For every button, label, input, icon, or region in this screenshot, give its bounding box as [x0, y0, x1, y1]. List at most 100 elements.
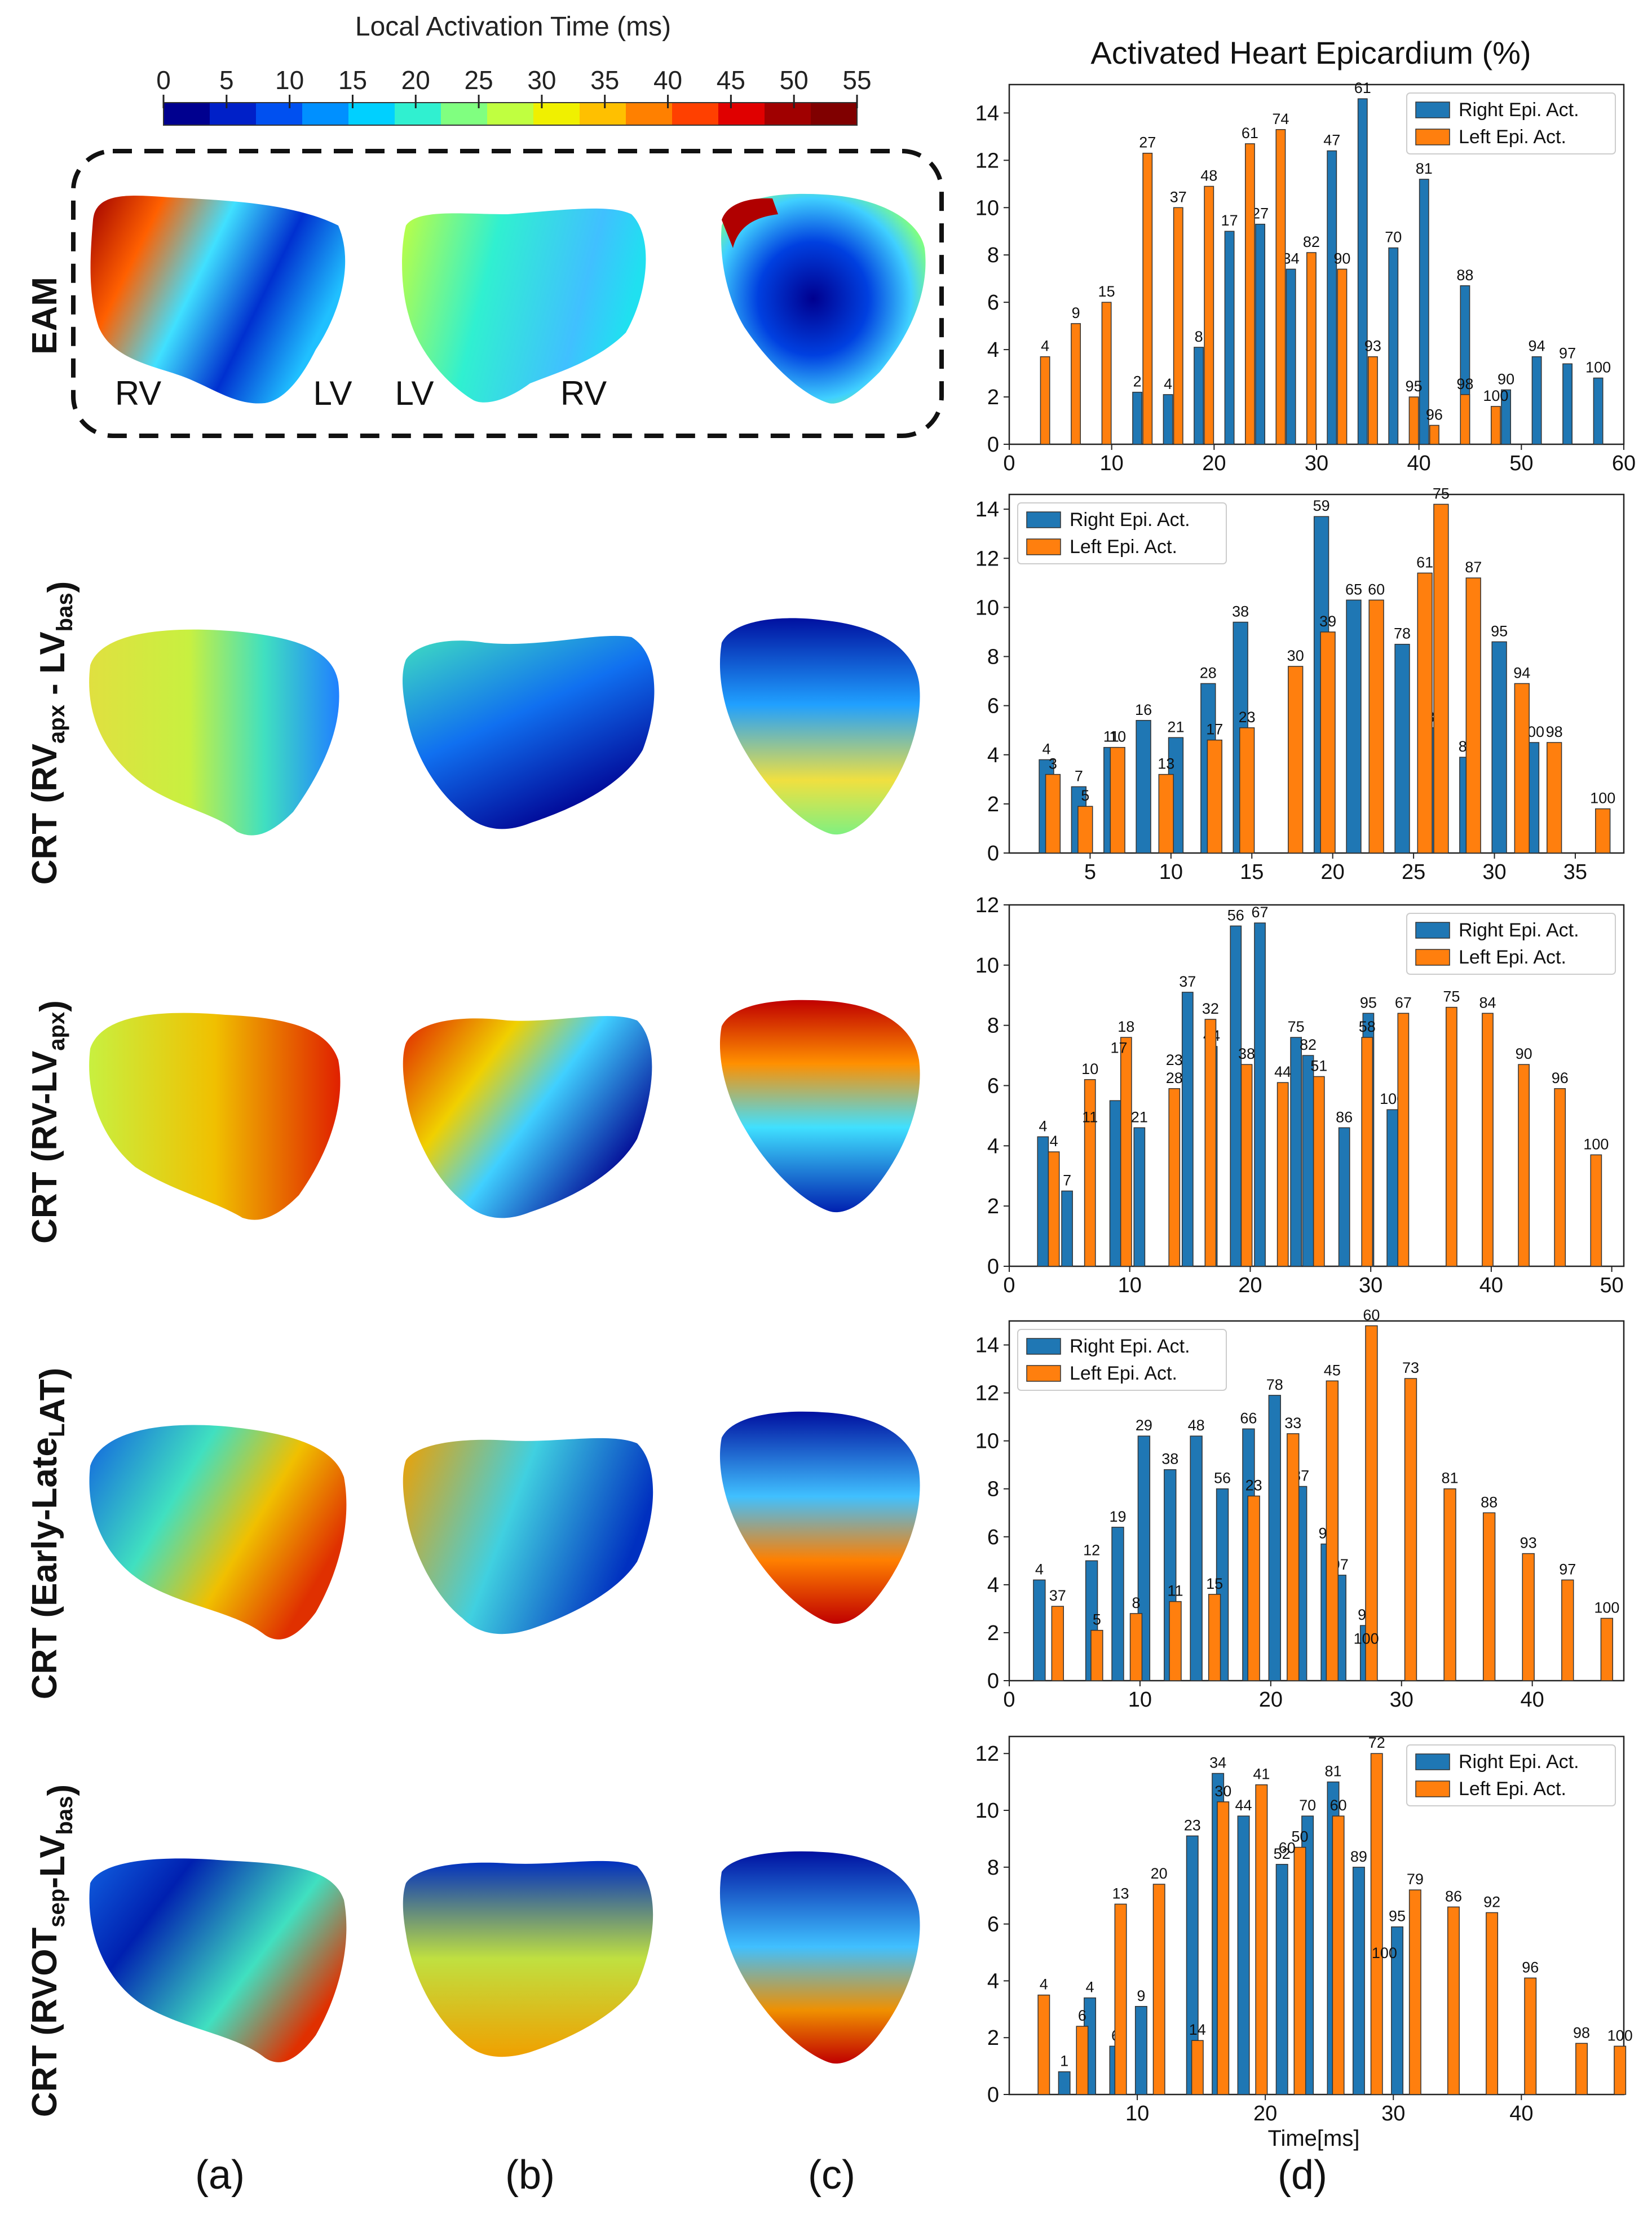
bar-left-epi [1110, 746, 1125, 854]
bar-data-label: 58 [1359, 1018, 1376, 1035]
colorbar-swatch [533, 103, 580, 125]
colorbar-swatch [395, 103, 441, 125]
bar-left-epi [1370, 1753, 1383, 2095]
bar-right-epi [1268, 1395, 1281, 1681]
bar-left-epi [1367, 356, 1378, 445]
bar-right-epi [1109, 1100, 1121, 1267]
bar-left-epi [1404, 1378, 1417, 1681]
bar-data-label: 39 [1319, 613, 1336, 630]
x-tick-label: 40 [1407, 452, 1431, 475]
bar-data-label: 18 [1117, 1018, 1134, 1035]
bar-left-epi [1590, 1154, 1602, 1267]
bar-data-label: 65 [1345, 581, 1362, 598]
bar-left-epi [1447, 1906, 1460, 2095]
heart-crt-rvot-lvbas-view-c [719, 1851, 920, 2064]
bar-data-label: 96 [1522, 1959, 1539, 1976]
bar-data-label: 98 [1546, 723, 1563, 740]
y-tick-label: 8 [987, 646, 999, 669]
colorbar-swatch [672, 103, 719, 125]
chart-panel-5: 1469233444527081899546132014304150607279… [975, 1734, 1633, 2125]
bar-right-epi [1346, 599, 1362, 854]
bar-right-epi [1419, 179, 1429, 445]
y-tick-label: 0 [987, 1255, 999, 1279]
bar-right-epi [1181, 992, 1194, 1267]
bar-left-epi [1071, 323, 1081, 445]
bar-data-label: 100 [1585, 359, 1611, 375]
heart-eam-view-a [90, 195, 346, 404]
bar-data-label: 88 [1481, 1493, 1498, 1510]
colorbar-tick-label: 10 [275, 65, 304, 95]
bar-data-label: 66 [1240, 1409, 1257, 1426]
bar-data-label: 75 [1433, 485, 1450, 502]
bar-left-epi [1320, 631, 1336, 854]
bar-right-epi [1163, 394, 1173, 445]
colorbar-swatch [164, 103, 210, 125]
bar-right-epi [1491, 641, 1507, 854]
bar-data-label: 92 [1483, 1893, 1500, 1910]
bar-data-label: 13 [1158, 755, 1174, 772]
bar-right-epi [1230, 925, 1242, 1267]
panel-letters: (a) (b) (c) (d) [195, 2153, 1327, 2198]
bar-data-label: 4 [1039, 1117, 1047, 1134]
bar-left-epi [1288, 666, 1304, 854]
x-tick-label: 0 [1003, 1688, 1015, 1712]
bar-data-label: 96 [1426, 406, 1443, 423]
bar-left-epi [1614, 2045, 1627, 2095]
panel-letter-b: (b) [505, 2153, 555, 2198]
bar-data-label: 11 [1103, 728, 1119, 745]
bar-left-epi [1244, 143, 1255, 445]
colorbar: Local Activation Time (ms) 0 5 10 15 20 25 30 3… [156, 12, 872, 126]
bar-data-label: 59 [1313, 497, 1330, 514]
y-tick-label: 8 [987, 1014, 999, 1038]
bar-right-epi [1338, 1127, 1350, 1267]
bar-data-label: 30 [1214, 1783, 1231, 1800]
legend-entry-label: Right Epi. Act. [1070, 1336, 1190, 1357]
heart-eam-view-c-outflow [722, 198, 778, 248]
bar-left-epi [1040, 356, 1050, 445]
bar-data-label: 70 [1385, 229, 1402, 246]
bar-data-label: 100 [1483, 387, 1508, 404]
bar-data-label: 4 [1050, 1133, 1058, 1150]
bar-left-epi [1522, 1553, 1535, 1681]
x-tick-label: 40 [1521, 1688, 1544, 1712]
x-tick-label: 20 [1253, 2102, 1277, 2125]
colorbar-swatch [441, 103, 488, 125]
y-tick-label: 4 [987, 1969, 999, 1993]
label-lv-view-b: LV [395, 374, 434, 412]
bar-data-label: 1 [1060, 2053, 1068, 2070]
bar-left-epi [1446, 1006, 1457, 1267]
heart-crt-rvot-lvbas-view-b [403, 1861, 653, 2057]
bar-data-label: 81 [1442, 1470, 1459, 1487]
heart-crt-early-late-view-b [403, 1438, 653, 1634]
bar-right-epi [1061, 1190, 1073, 1267]
y-tick-label: 10 [975, 196, 999, 220]
bar-right-epi [1290, 1037, 1302, 1267]
bar-data-label: 72 [1368, 1734, 1385, 1751]
heart-crt-rvapx-lvbas-view-c [719, 618, 920, 835]
y-tick-label: 4 [987, 338, 999, 362]
x-tick-label: 40 [1509, 2102, 1533, 2125]
bar-left-epi [1561, 1579, 1574, 1681]
bar-left-epi [1239, 727, 1255, 854]
x-tick-label: 10 [1118, 1274, 1142, 1297]
bar-data-label: 96 [1552, 1070, 1569, 1086]
bar-data-label: 94 [1529, 338, 1545, 355]
heart-crt-early-late-view-c [719, 1411, 920, 1624]
bar-left-epi [1518, 1064, 1530, 1267]
bar-data-label: 95 [1406, 378, 1423, 395]
bar-left-epi [1240, 1064, 1253, 1267]
x-tick-label: 40 [1479, 1274, 1503, 1297]
bar-left-epi [1313, 1076, 1325, 1267]
y-tick-label: 8 [987, 1856, 999, 1880]
bar-data-label: 17 [1221, 212, 1238, 229]
bar-data-label: 20 [1151, 1865, 1168, 1882]
y-tick-label: 10 [975, 1799, 999, 1823]
bar-data-label: 50 [1291, 1828, 1308, 1845]
bar-left-epi [1490, 406, 1501, 445]
bar-data-label: 93 [1520, 1535, 1537, 1552]
y-tick-label: 8 [987, 1478, 999, 1501]
chart-legend: Right Epi. Act. Left Epi. Act. [1017, 1329, 1227, 1391]
bar-right-epi [1058, 2071, 1071, 2095]
bar-data-label: 8 [1132, 1594, 1140, 1611]
